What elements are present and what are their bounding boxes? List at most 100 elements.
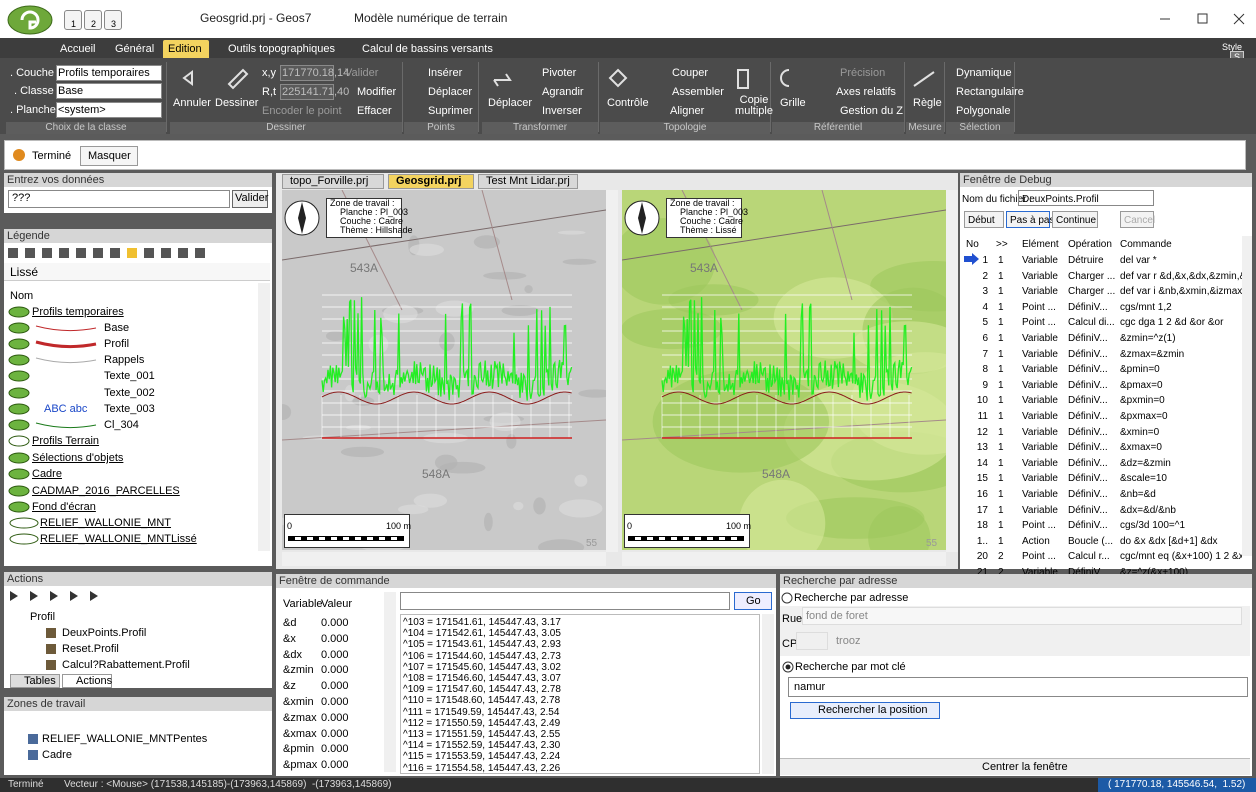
- legend-item[interactable]: CADMAP_2016_PARCELLES: [32, 485, 180, 498]
- scale-label: 0: [287, 520, 292, 533]
- input-value[interactable]: ???: [12, 192, 30, 205]
- ribbon-command[interactable]: Polygonale: [956, 105, 1010, 118]
- map-hscrollbar[interactable]: [282, 552, 606, 566]
- legend-visibility-icon: [9, 469, 29, 479]
- action-item[interactable]: Reset.Profil: [62, 643, 119, 656]
- ribbon-tab[interactable]: Accueil: [60, 43, 95, 56]
- ribbon-command[interactable]: Inverser: [542, 105, 582, 118]
- debug-cell: Variable: [1022, 363, 1058, 376]
- legend-item[interactable]: Base: [104, 322, 129, 335]
- radio-label[interactable]: Recherche par mot clé: [795, 661, 906, 674]
- legend-item[interactable]: Sélections d'objets: [32, 452, 123, 465]
- debug-button-label[interactable]: Continue: [1056, 214, 1096, 227]
- ribbon-command[interactable]: Rectangulaire: [956, 86, 1024, 99]
- legend-item[interactable]: Texte_002: [104, 387, 155, 400]
- action-item[interactable]: DeuxPoints.Profil: [62, 627, 146, 640]
- center-button-label[interactable]: Centrer la fenêtre: [982, 761, 1068, 774]
- legend-item[interactable]: Texte_001: [104, 370, 155, 383]
- legend-item[interactable]: Rappels: [104, 354, 144, 367]
- panel-title: Légende: [7, 230, 50, 243]
- terrain-shade: [326, 331, 345, 341]
- city-value[interactable]: trooz: [836, 635, 860, 648]
- ribbon-command[interactable]: Suprimer: [428, 105, 473, 118]
- debug-scrollbar[interactable]: [1242, 236, 1252, 556]
- hide-button-label[interactable]: Masquer: [88, 150, 131, 163]
- file-name[interactable]: DeuxPoints.Profil: [1022, 193, 1099, 206]
- work-zone-item[interactable]: Cadre: [42, 749, 72, 762]
- ribbon-command[interactable]: Encoder le point: [262, 105, 342, 118]
- ribbon-tab[interactable]: Outils topographiques: [228, 43, 335, 56]
- quick-access-number[interactable]: 3: [111, 18, 116, 31]
- keyword-value[interactable]: namur: [794, 681, 825, 694]
- field-label: CP: [782, 638, 797, 651]
- panel-tab-label[interactable]: Tables: [24, 675, 56, 688]
- ribbon-group-label: Mesure: [906, 122, 944, 134]
- legend-item[interactable]: Profils temporaires: [32, 306, 124, 319]
- panel-tab-label[interactable]: Actions: [76, 675, 112, 688]
- input-field[interactable]: [8, 190, 230, 208]
- document-tab-label[interactable]: topo_Forville.prj: [290, 175, 368, 188]
- ribbon-command[interactable]: . Planche: [10, 104, 56, 117]
- work-zone-item[interactable]: RELIEF_WALLONIE_MNTPentes: [42, 733, 207, 746]
- command-input[interactable]: [400, 592, 730, 610]
- legend-item[interactable]: RELIEF_WALLONIE_MNT: [40, 517, 171, 530]
- map-vscrollbar[interactable]: [946, 190, 958, 552]
- search-button-label[interactable]: Rechercher la position: [818, 704, 927, 717]
- debug-cell: 1: [998, 285, 1004, 298]
- debug-cell: Variable: [1022, 332, 1058, 345]
- map-hscrollbar[interactable]: [622, 552, 946, 566]
- ribbon-group-label: Transformer: [482, 122, 598, 134]
- debug-cell: 1: [998, 504, 1004, 517]
- radio-label[interactable]: Recherche par adresse: [794, 592, 908, 605]
- street-field[interactable]: [802, 607, 1242, 625]
- ribbon-command[interactable]: Dynamique: [956, 67, 1012, 80]
- debug-button-label[interactable]: Pas à pas: [1010, 214, 1054, 227]
- action-item[interactable]: Profil: [30, 611, 55, 624]
- app-logo: [6, 4, 58, 36]
- street-value[interactable]: fond de foret: [806, 610, 868, 623]
- document-tab-label[interactable]: Test Mnt Lidar.prj: [486, 175, 570, 188]
- panel-title: Entrez vos données: [7, 174, 104, 187]
- legend-item[interactable]: Profils Terrain: [32, 435, 99, 448]
- ribbon-field-value[interactable]: <system>: [58, 104, 106, 117]
- ribbon-tab[interactable]: Général: [115, 43, 154, 56]
- go-button-label[interactable]: Go: [746, 595, 761, 608]
- ribbon-tab[interactable]: Calcul de bassins versants: [362, 43, 493, 56]
- legend-item[interactable]: Cl_304: [104, 419, 139, 432]
- debug-cell: 1: [998, 254, 1004, 267]
- keyword-field[interactable]: [788, 677, 1248, 697]
- legend-item[interactable]: Texte_003: [104, 403, 155, 416]
- theme-value[interactable]: Lissé: [10, 266, 38, 279]
- shape: [8, 6, 52, 34]
- legend-visibility-icon: [10, 518, 38, 528]
- ribbon-command[interactable]: Effacer: [357, 105, 392, 118]
- quick-access-number[interactable]: 2: [91, 18, 96, 31]
- legend-item[interactable]: Profil: [104, 338, 129, 351]
- action-item[interactable]: Calcul?Rabattement.Profil: [62, 659, 190, 672]
- ribbon-command[interactable]: Aligner: [670, 105, 704, 118]
- legend-item[interactable]: Fond d'écran: [32, 501, 96, 514]
- theme-select[interactable]: [4, 263, 270, 281]
- debug-button-label[interactable]: Début: [968, 214, 995, 227]
- document-tab-label[interactable]: Geosgrid.prj: [396, 175, 461, 188]
- legend-item[interactable]: RELIEF_WALLONIE_MNTLissé: [40, 533, 197, 546]
- debug-cell: Variable: [1022, 426, 1058, 439]
- debug-cell: 2: [976, 270, 988, 283]
- ribbon-field-value[interactable]: Base: [58, 85, 83, 98]
- quick-access-number[interactable]: 1: [71, 18, 76, 31]
- command-output-line: ^112 = 171550.59, 145447.43, 2.49: [403, 718, 560, 729]
- ribbon-command[interactable]: . Couche: [10, 67, 54, 80]
- toolbar-icon: [127, 248, 137, 258]
- ribbon-tab[interactable]: Edition: [168, 43, 202, 56]
- map-vscrollbar[interactable]: [606, 190, 618, 552]
- debug-button-label: Cancel: [1124, 214, 1155, 227]
- debug-cell: DéfiniV...: [1068, 488, 1108, 501]
- validate-button-label[interactable]: Valider: [235, 192, 268, 205]
- ribbon-command[interactable]: Gestion du Z: [840, 105, 903, 118]
- postcode-field[interactable]: [796, 632, 828, 650]
- legend-line-symbol: [36, 326, 96, 331]
- legend-item[interactable]: Cadre: [32, 468, 62, 481]
- debug-cell: DéfiniV...: [1068, 426, 1108, 439]
- ribbon-field-value[interactable]: Profils temporaires: [58, 67, 150, 80]
- ribbon-command[interactable]: . Classe: [14, 85, 54, 98]
